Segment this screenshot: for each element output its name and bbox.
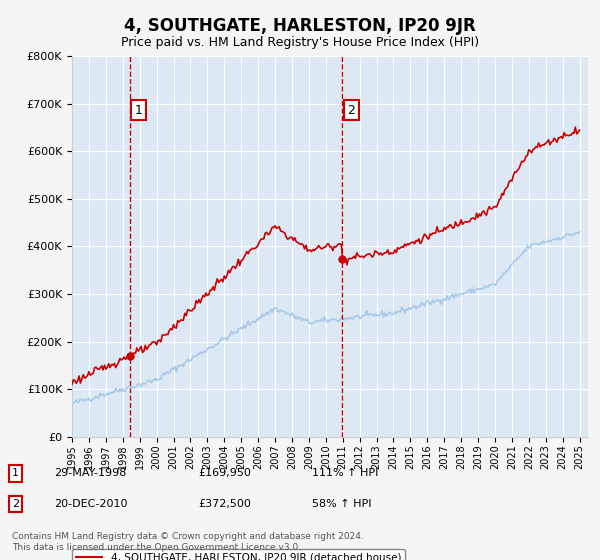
Text: 4, SOUTHGATE, HARLESTON, IP20 9JR: 4, SOUTHGATE, HARLESTON, IP20 9JR [124,17,476,35]
Text: 2: 2 [12,499,19,509]
Text: 1: 1 [12,468,19,478]
Text: £372,500: £372,500 [198,499,251,509]
Text: 2: 2 [347,104,355,116]
Text: 111% ↑ HPI: 111% ↑ HPI [312,468,379,478]
Text: 1: 1 [134,104,142,116]
Text: 58% ↑ HPI: 58% ↑ HPI [312,499,371,509]
Text: 20-DEC-2010: 20-DEC-2010 [54,499,128,509]
Text: Contains HM Land Registry data © Crown copyright and database right 2024.
This d: Contains HM Land Registry data © Crown c… [12,532,364,552]
Text: £169,950: £169,950 [198,468,251,478]
Legend: 4, SOUTHGATE, HARLESTON, IP20 9JR (detached house), HPI: Average price, detached: 4, SOUTHGATE, HARLESTON, IP20 9JR (detac… [72,549,405,560]
Text: Price paid vs. HM Land Registry's House Price Index (HPI): Price paid vs. HM Land Registry's House … [121,36,479,49]
Text: 29-MAY-1998: 29-MAY-1998 [54,468,127,478]
